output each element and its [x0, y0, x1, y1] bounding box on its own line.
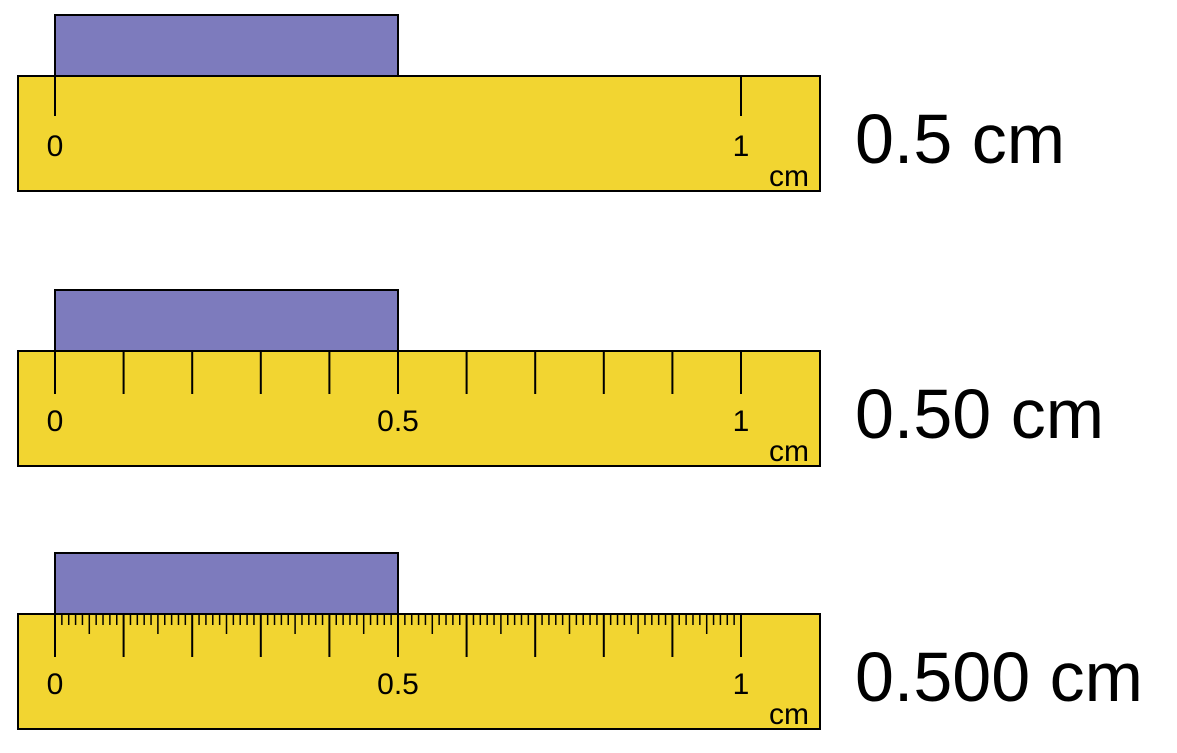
ruler-body: [17, 350, 821, 467]
tick-label: 0: [47, 405, 64, 438]
measured-object: [54, 14, 399, 77]
ruler-ticks: [54, 614, 742, 657]
unit-label: cm: [769, 698, 809, 731]
tick-label: 0: [47, 668, 64, 701]
tick-label: 0: [47, 130, 64, 163]
ruler-panel-1: 0 1 cm 0.5 cm: [17, 14, 1065, 193]
measurement-reading: 0.50 cm: [855, 375, 1104, 453]
measured-object: [54, 289, 399, 352]
tick-label: 0.5: [377, 405, 419, 438]
tick-label: 1: [733, 130, 750, 163]
ruler-body: [17, 613, 821, 730]
unit-label: cm: [769, 160, 809, 193]
ruler-ticks: [54, 351, 742, 394]
measurement-reading: 0.5 cm: [855, 100, 1065, 178]
ruler-panel-3: 0 0.5 1 cm 0.500 cm: [17, 552, 1143, 731]
ruler-ticks: [54, 76, 742, 116]
measured-object: [54, 552, 399, 615]
tick-label: 0.5: [377, 668, 419, 701]
tick-label: 1: [733, 405, 750, 438]
ruler-body: [17, 75, 821, 192]
tick-label: 1: [733, 668, 750, 701]
ruler-panel-2: 0 0.5 1 cm 0.50 cm: [17, 289, 1104, 468]
measurement-reading: 0.500 cm: [855, 638, 1143, 716]
unit-label: cm: [769, 435, 809, 468]
